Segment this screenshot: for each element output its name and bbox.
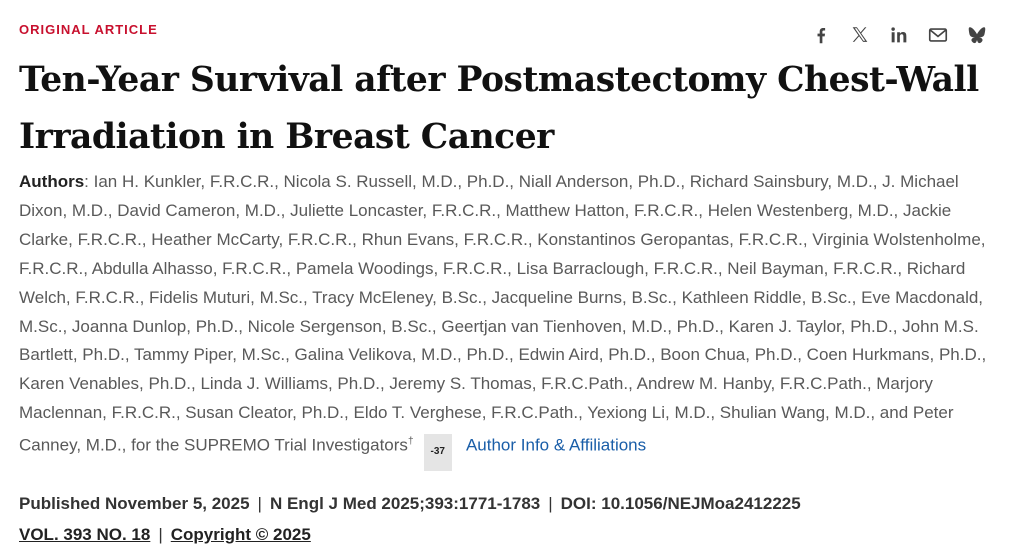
article-title: Ten-Year Survival after Postmastectomy C… [19,60,979,157]
bluesky-icon[interactable] [966,24,988,46]
copyright-link[interactable]: Copyright © 2025 [170,525,311,544]
email-icon[interactable] [927,24,949,46]
publication-info: Published November 5, 2025 | N Engl J Med … [19,494,801,514]
author-info-link[interactable]: Author Info & Affiliations [465,435,647,455]
published-date: Published November 5, 2025 [19,494,250,513]
x-icon[interactable] [849,24,871,46]
volume-info: VOL. 393 NO. 18 | Copyright © 2025 [19,525,311,545]
volume-link[interactable]: VOL. 393 NO. 18 [19,525,151,544]
facebook-icon[interactable] [810,24,832,46]
separator: | [158,525,163,544]
author-list: Authors: Ian H. Kunkler, F.R.C.R., Nicol… [19,168,1004,471]
authors-label: Authors [19,172,85,191]
separator: | [548,494,553,513]
authors-names: : Ian H. Kunkler, F.R.C.R., Nicola S. Ru… [19,172,987,455]
linkedin-icon[interactable] [888,24,910,46]
separator: | [257,494,262,513]
share-toolbar [810,24,988,46]
journal-citation: N Engl J Med 2025;393:1771-1783 [269,494,541,513]
more-authors-toggle[interactable]: -37 [423,433,452,471]
article-type-label: ORIGINAL ARTICLE [19,22,158,37]
doi: DOI: 10.1056/NEJMoa2412225 [560,494,801,513]
dagger-footnote-mark: † [407,436,414,448]
